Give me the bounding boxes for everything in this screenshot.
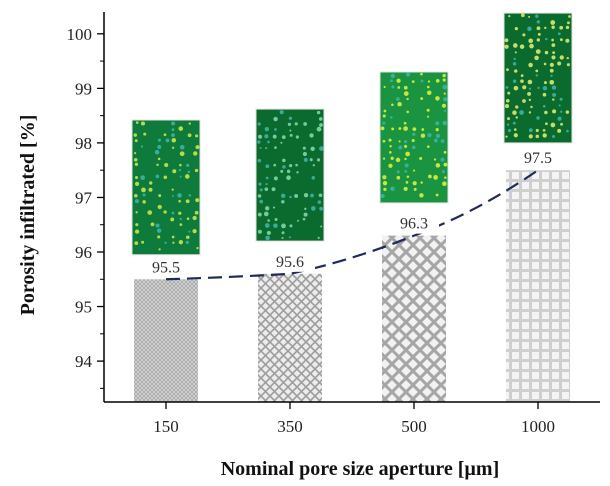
data-label-bg (141, 257, 191, 278)
y-axis-title: Porosity infiltrated [%] (17, 115, 39, 316)
y-tick-label: 95 (75, 298, 92, 317)
micrograph-inset (379, 71, 449, 204)
y-ticks: 94 95 96 97 98 99 100 (67, 25, 104, 389)
bar (382, 235, 446, 402)
data-labels: 95.5 95.6 96.3 97.5 (141, 148, 563, 278)
data-label: 96.3 (400, 216, 428, 233)
micrograph-inset (255, 108, 325, 242)
data-label: 97.5 (524, 150, 552, 167)
data-label-bg (265, 251, 315, 272)
y-tick-label: 96 (75, 243, 92, 262)
x-tick-label: 1000 (521, 417, 555, 436)
x-tick-label: 350 (277, 417, 303, 436)
data-label: 95.6 (276, 254, 304, 271)
micrograph-insets (131, 12, 573, 256)
bar (134, 279, 198, 402)
bar (258, 273, 322, 402)
y-tick-label: 99 (75, 79, 92, 98)
axes: 94 95 96 97 98 99 100 150 350 500 1000 (67, 12, 600, 436)
data-label-bg (513, 148, 563, 169)
micrograph-inset (503, 12, 573, 144)
x-tick-label: 500 (401, 417, 427, 436)
data-label-bg (389, 213, 439, 234)
bar (506, 170, 570, 402)
x-axis-title: Nominal pore size aperture [µm] (221, 458, 500, 480)
trend-line (165, 169, 539, 281)
x-ticks: 150 350 500 1000 (153, 402, 555, 436)
y-tick-label: 100 (67, 25, 93, 44)
data-label: 95.5 (152, 259, 180, 276)
trend (165, 169, 539, 281)
y-tick-label: 97 (75, 188, 93, 207)
x-tick-label: 150 (153, 417, 179, 436)
bars (134, 170, 570, 402)
micrograph-inset (131, 119, 201, 256)
y-tick-label: 98 (75, 134, 92, 153)
y-tick-label: 94 (75, 352, 93, 371)
